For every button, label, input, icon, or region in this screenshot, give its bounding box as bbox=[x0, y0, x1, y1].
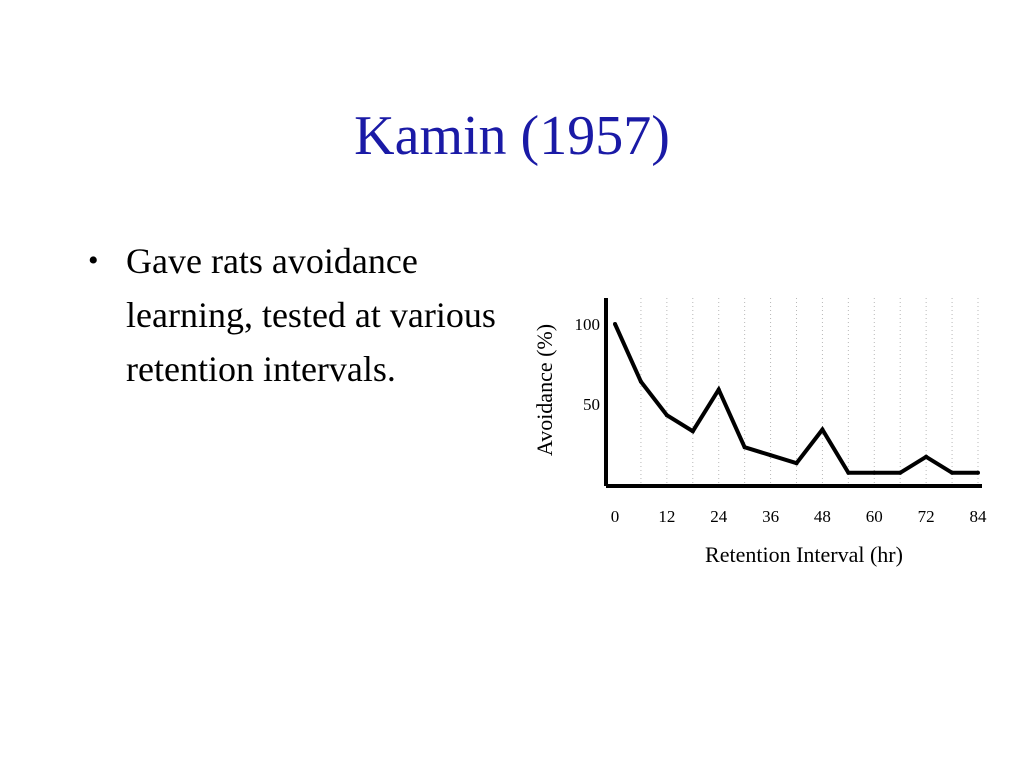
x-tick-labels: 0 12 24 36 48 60 72 84 bbox=[611, 507, 987, 526]
data-point bbox=[924, 454, 929, 459]
y-tick-label: 50 bbox=[583, 395, 600, 414]
y-axis-label: Avoidance (%) bbox=[532, 324, 557, 456]
data-point bbox=[950, 470, 955, 475]
x-tick-label: 12 bbox=[658, 507, 675, 526]
y-tick-labels: 50 100 bbox=[575, 315, 601, 414]
bullet-item: • Gave rats avoidance learning, tested a… bbox=[88, 234, 518, 396]
data-point bbox=[872, 470, 877, 475]
data-point bbox=[794, 461, 799, 466]
y-tick-label: 100 bbox=[575, 315, 601, 334]
series-points bbox=[613, 322, 980, 475]
data-point bbox=[976, 470, 980, 475]
x-tick-label: 36 bbox=[762, 507, 779, 526]
x-tick-label: 24 bbox=[710, 507, 728, 526]
retention-chart: 0 12 24 36 48 60 72 84 50 100 Retention Interval… bbox=[532, 298, 987, 567]
x-tick-label: 60 bbox=[866, 507, 883, 526]
data-point bbox=[898, 470, 903, 475]
slide-title: Kamin (1957) bbox=[354, 105, 670, 167]
data-point bbox=[846, 470, 851, 475]
x-axis-label: Retention Interval (hr) bbox=[705, 542, 903, 567]
data-point bbox=[820, 427, 825, 432]
x-tick-label: 84 bbox=[970, 507, 988, 526]
x-tick-label: 0 bbox=[611, 507, 620, 526]
data-point bbox=[664, 413, 669, 418]
data-point bbox=[768, 453, 773, 458]
x-tick-label: 72 bbox=[918, 507, 935, 526]
bullet-dot-icon: • bbox=[88, 244, 99, 277]
data-point bbox=[742, 445, 747, 450]
data-point bbox=[638, 379, 643, 384]
data-point bbox=[613, 322, 617, 326]
data-point bbox=[690, 429, 695, 434]
x-tick-label: 48 bbox=[814, 507, 831, 526]
bullet-text: Gave rats avoidance learning, tested at … bbox=[126, 241, 496, 389]
bullet-list: • Gave rats avoidance learning, tested a… bbox=[88, 234, 518, 396]
data-point bbox=[716, 387, 721, 392]
